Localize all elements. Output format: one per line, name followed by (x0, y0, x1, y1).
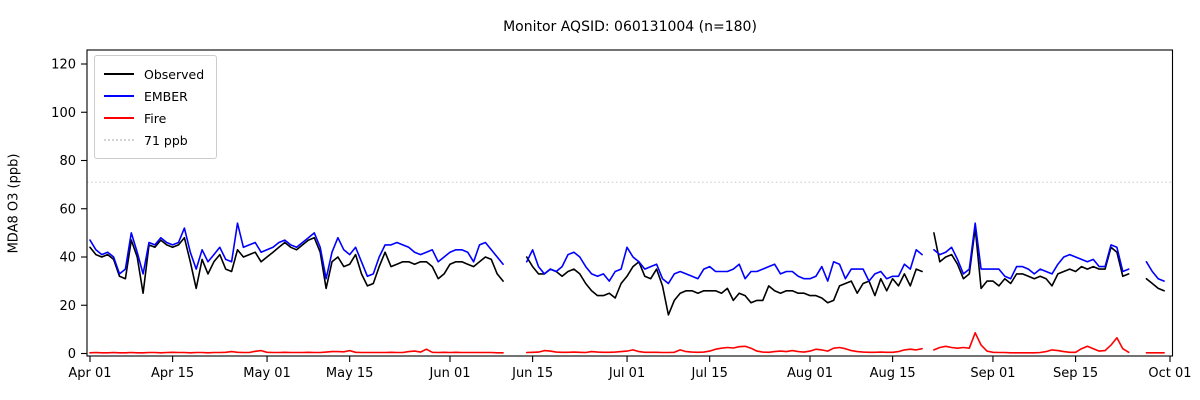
legend-item-ember: EMBER (104, 85, 204, 107)
y-axis-ticks: 0 20 40 60 80 100 120 (51, 58, 87, 362)
y-tick-label: 100 (51, 106, 76, 121)
axes-box (86, 49, 1174, 357)
legend-item-threshold: 71 ppb (104, 129, 204, 151)
x-tick-label: Aug 15 (870, 366, 916, 381)
x-tick-label: Apr 01 (68, 366, 111, 381)
y-tick-label: 120 (51, 58, 76, 73)
series-line-observed (89, 227, 1165, 316)
observed-line-sample (104, 73, 134, 75)
legend-item-fire: Fire (104, 107, 204, 129)
y-tick-label: 20 (59, 299, 76, 314)
x-axis-ticks: Apr 01 Apr 15 May 01 May 15 Jun 01 Jun 15 Jul … (68, 356, 1192, 381)
y-tick-label: 0 (68, 347, 76, 362)
y-tick-label: 60 (59, 202, 76, 217)
x-tick-label: Sep 01 (970, 366, 1015, 381)
x-tick-label: May 01 (243, 366, 291, 381)
x-tick-label: May 15 (326, 366, 374, 381)
x-tick-label: Sep 15 (1053, 366, 1098, 381)
series-line-ember (89, 222, 1165, 285)
legend-item-observed: Observed (104, 63, 204, 85)
chart-title: Monitor AQSID: 060131004 (n=180) (503, 19, 757, 35)
ember-line-sample (104, 95, 134, 97)
series-line-fire (89, 332, 1165, 354)
series-lines (89, 222, 1165, 354)
legend: Observed EMBER Fire 71 ppb (94, 55, 218, 159)
x-tick-label: Jul 15 (690, 366, 727, 381)
threshold-line-sample (104, 139, 134, 141)
y-tick-label: 40 (59, 251, 76, 266)
fire-line-sample (104, 117, 134, 119)
x-tick-label: Apr 15 (151, 366, 194, 381)
x-tick-label: Jul 01 (608, 366, 645, 381)
x-tick-label: Aug 01 (787, 366, 833, 381)
x-tick-label: Jun 15 (511, 366, 553, 381)
y-tick-label: 80 (59, 154, 76, 169)
x-tick-label: Jun 01 (429, 366, 471, 381)
x-tick-label: Oct 01 (1148, 366, 1191, 381)
